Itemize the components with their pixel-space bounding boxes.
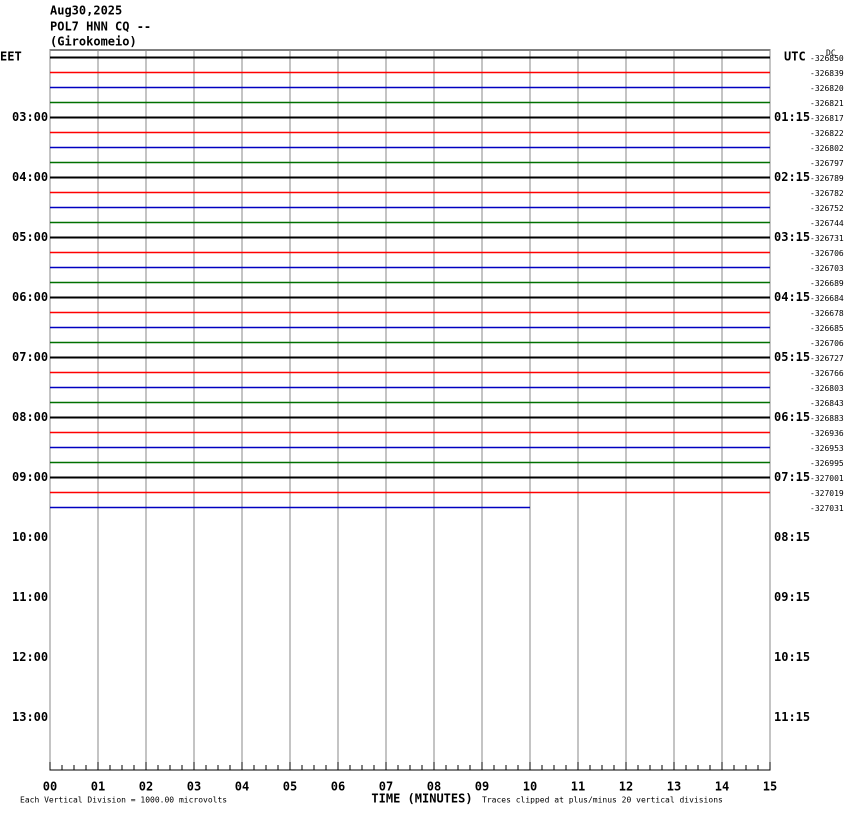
x-tick-label: 12 [619,780,633,794]
right-hour-label: 02:15 [774,170,810,184]
dc-offset: -326752 [810,204,844,213]
title-date: Aug30,2025 [50,4,122,18]
dc-offset: -327019 [810,489,844,498]
x-tick-label: 03 [187,780,201,794]
x-tick-label: 06 [331,780,345,794]
dc-offset: -326936 [810,429,844,438]
x-tick-label: 05 [283,780,297,794]
dc-offset: -326803 [810,384,844,393]
dc-offset: -326782 [810,189,844,198]
x-tick-label: 07 [379,780,393,794]
dc-offset: -326839 [810,69,844,78]
plot-frame [49,49,771,771]
dc-offset: -326995 [810,459,844,468]
right-zone: UTC [784,50,806,64]
dc-label: DC [826,49,836,58]
dc-offset: -326850 [810,54,844,63]
x-tick-label: 01 [91,780,105,794]
dc-offset: -326797 [810,159,844,168]
right-hour-label: 05:15 [774,350,810,364]
right-hour-label: 04:15 [774,290,810,304]
dc-offset: -326802 [810,144,844,153]
x-tick-label: 04 [235,780,249,794]
right-hour-label: 03:15 [774,230,810,244]
dc-offset: -326684 [810,294,844,303]
dc-offset: -326820 [810,84,844,93]
x-tick-label: 15 [763,780,777,794]
left-zone: EET [0,50,22,64]
dc-offset: -326678 [810,309,844,318]
x-tick-label: 00 [43,780,57,794]
dc-offset: -326731 [810,234,844,243]
right-hour-label: 01:15 [774,110,810,124]
right-hour-label: 08:15 [774,530,810,544]
left-hour-label: 11:00 [12,590,48,604]
dc-offset: -326744 [810,219,844,228]
title-site: (Girokomeio) [50,35,137,49]
x-tick-label: 02 [139,780,153,794]
scale-note: Each Vertical Division = 1000.00 microvo… [20,796,227,805]
left-hour-label: 04:00 [12,170,48,184]
dc-offset: -326817 [810,114,844,123]
x-tick-label: 13 [667,780,681,794]
dc-offset: -326789 [810,174,844,183]
dc-offset: -326703 [810,264,844,273]
left-hour-label: 12:00 [12,650,48,664]
dc-offset: -326843 [810,399,844,408]
right-hour-label: 11:15 [774,710,810,724]
dc-offset: -326883 [810,414,844,423]
x-tick-label: 14 [715,780,729,794]
dc-offset: -327031 [810,504,844,513]
dc-offset: -326685 [810,324,844,333]
dc-offset: -326821 [810,99,844,108]
left-hour-label: 13:00 [12,710,48,724]
left-hour-label: 08:00 [12,410,48,424]
right-hour-label: 09:15 [774,590,810,604]
left-hour-label: 07:00 [12,350,48,364]
x-tick-label: 09 [475,780,489,794]
x-tick-label: 11 [571,780,585,794]
dc-offset: -327001 [810,474,844,483]
left-hour-label: 05:00 [12,230,48,244]
left-hour-label: 03:00 [12,110,48,124]
dc-offset: -326953 [810,444,844,453]
right-hour-label: 06:15 [774,410,810,424]
dc-offset: -326706 [810,249,844,258]
dc-offset: -326822 [810,129,844,138]
right-hour-label: 10:15 [774,650,810,664]
right-hour-label: 07:15 [774,470,810,484]
left-hour-label: 06:00 [12,290,48,304]
left-hour-label: 09:00 [12,470,48,484]
dc-offset: -326689 [810,279,844,288]
dc-offset: -326766 [810,369,844,378]
title-station: POL7 HNN CQ -- [50,20,151,34]
left-hour-label: 10:00 [12,530,48,544]
dc-offset: -326706 [810,339,844,348]
clip-note: Traces clipped at plus/minus 20 vertical… [482,796,723,805]
x-axis-title: TIME (MINUTES) [371,792,472,806]
x-tick-label: 08 [427,780,441,794]
x-tick-label: 10 [523,780,537,794]
dc-offset: -326727 [810,354,844,363]
